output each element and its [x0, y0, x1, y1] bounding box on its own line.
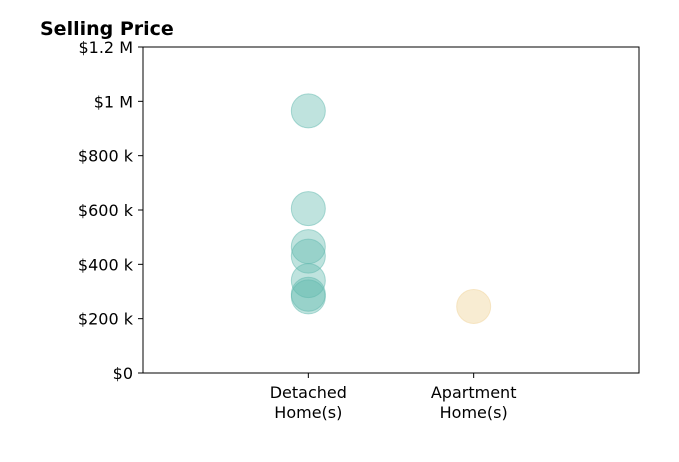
data-point-0-0	[290, 93, 326, 129]
y-axis: $0 $200 k $400 k $600 k $800 k $1 M $1.2 M	[78, 38, 143, 383]
data-point-0-1	[290, 191, 326, 227]
x-tick-label-line: Detached	[270, 383, 347, 402]
x-tick-label-0: Detached Home(s)	[270, 383, 347, 422]
y-tick-label-1: $200 k	[78, 310, 134, 329]
y-tick-label-0: $0	[113, 364, 133, 383]
y-tick-label-4: $800 k	[78, 147, 134, 166]
y-tick-label-3: $600 k	[78, 201, 134, 220]
x-tick-label-line: Home(s)	[274, 403, 342, 422]
x-tick-label-line: Home(s)	[440, 403, 508, 422]
data-point-0-3	[290, 238, 326, 274]
y-tick-label-6: $1.2 M	[78, 38, 133, 57]
chart-title: Selling Price	[40, 18, 174, 40]
data-points	[290, 93, 492, 324]
y-tick-label-2: $400 k	[78, 255, 134, 274]
x-tick-label-1: Apartment Home(s)	[431, 383, 517, 422]
data-point-0-4	[290, 263, 326, 299]
data-point-0-6	[290, 279, 326, 315]
data-point-1-0	[456, 288, 492, 324]
x-axis: Detached Home(s)Apartment Home(s)	[270, 373, 517, 422]
plot-area-frame	[142, 46, 640, 374]
x-tick-label-line: Apartment	[431, 383, 517, 402]
y-tick-label-5: $1 M	[94, 92, 133, 111]
